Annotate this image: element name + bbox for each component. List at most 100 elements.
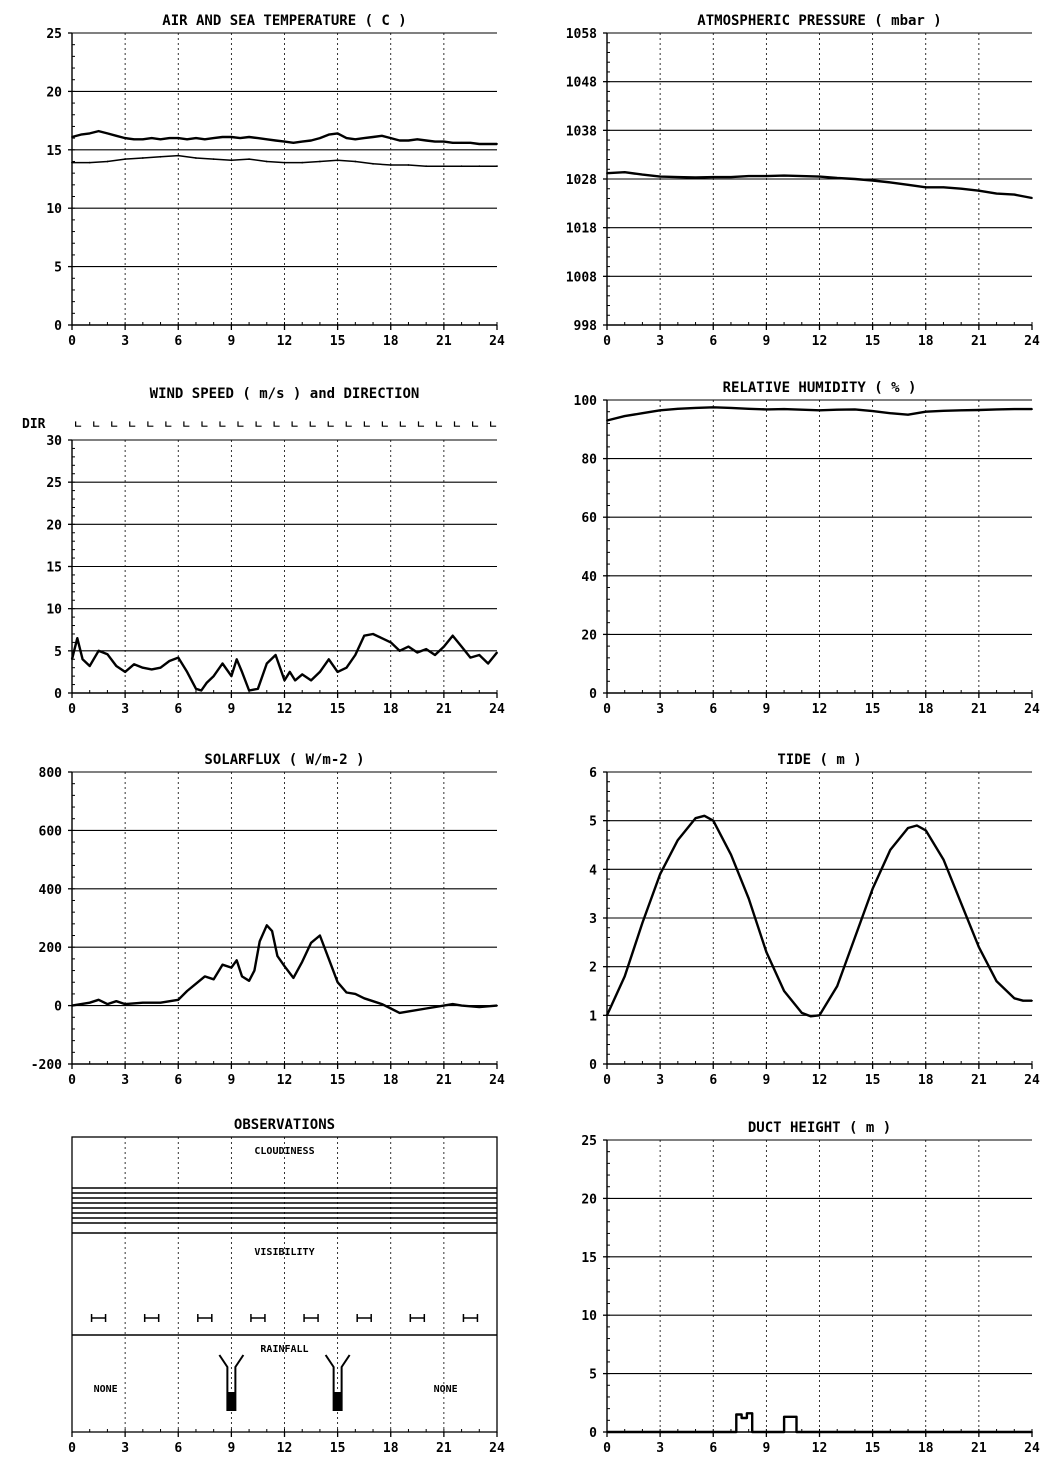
data-point — [924, 829, 927, 832]
x-tick-label: 9 — [762, 702, 770, 717]
x-tick-label: 21 — [971, 1073, 987, 1088]
data-point — [747, 897, 750, 900]
data-point — [301, 960, 304, 963]
y-tick-label: 10 — [46, 603, 62, 618]
y-tick-label: 15 — [46, 561, 62, 576]
data-point — [730, 176, 732, 178]
data-point — [783, 174, 785, 177]
y-tick-label: 10 — [46, 202, 62, 217]
chart-wind: WIND SPEED ( m/s ) and DIRECTION 0 3 6 9 12 15… — [22, 386, 505, 717]
x-tick-label: 6 — [709, 1441, 717, 1456]
visibility-mark — [250, 1314, 266, 1322]
data-point — [712, 176, 715, 178]
data-point — [186, 671, 189, 673]
data-point — [942, 858, 945, 861]
data-point — [274, 139, 277, 142]
wind-direction-symbol: ㄴ — [91, 420, 100, 431]
y-tick-label: 2 — [589, 961, 597, 976]
rainfall-none-left: NONE — [94, 1384, 118, 1395]
data-point — [283, 140, 286, 143]
x-tick-label: 12 — [812, 702, 828, 717]
data-point — [271, 930, 274, 933]
chart-air_sea: AIR AND SEA TEMPERATURE ( C ) 0 3 6 9 12 15 18 2… — [46, 13, 505, 349]
x-tick-label: 12 — [277, 1441, 293, 1456]
data-point — [301, 161, 304, 164]
data-point — [177, 154, 180, 157]
data-point — [478, 1006, 481, 1008]
y-tick-label: 1 — [589, 1009, 597, 1024]
data-point — [1013, 193, 1016, 196]
y-tick-label: 0 — [589, 1426, 597, 1441]
data-point — [694, 817, 697, 820]
data-point — [336, 981, 339, 984]
data-point — [159, 155, 162, 158]
x-tick-label: 21 — [436, 1073, 452, 1088]
x-tick-label: 12 — [812, 334, 828, 349]
data-point — [751, 1431, 754, 1433]
wind-direction-symbol: ㄴ — [128, 420, 137, 431]
y-tick-label: 800 — [39, 766, 63, 781]
data-point — [818, 175, 821, 178]
x-tick-label: 9 — [227, 334, 235, 349]
data-point — [1013, 408, 1016, 410]
wind-direction-symbol: ㄴ — [452, 420, 461, 431]
data-point — [745, 1412, 748, 1415]
data-point — [203, 975, 206, 978]
data-point — [292, 976, 295, 979]
data-point — [1031, 197, 1033, 199]
data-point — [460, 141, 463, 144]
data-point — [1031, 1431, 1033, 1433]
data-point — [623, 975, 626, 978]
data-point — [407, 645, 410, 648]
data-point — [451, 634, 454, 637]
y-tick-label: 4 — [589, 863, 597, 878]
data-point — [871, 887, 874, 890]
data-point — [915, 824, 918, 827]
x-tick-label: 6 — [709, 702, 717, 717]
data-point — [765, 175, 768, 177]
data-point — [288, 671, 291, 673]
data-point — [235, 658, 238, 661]
data-point — [380, 637, 383, 640]
data-point — [221, 963, 224, 966]
data-point — [606, 419, 608, 422]
data-point — [248, 158, 250, 161]
x-tick-label: 15 — [330, 702, 346, 717]
data-point — [186, 990, 189, 992]
data-point — [380, 134, 383, 137]
x-tick-label: 12 — [277, 1073, 293, 1088]
y-tick-label: 5 — [54, 261, 62, 276]
data-point — [496, 1004, 498, 1007]
x-tick-label: 12 — [277, 702, 293, 717]
data-point — [354, 160, 357, 163]
x-tick-label: 24 — [1024, 1441, 1040, 1456]
data-point — [659, 409, 662, 412]
x-tick-label: 15 — [330, 1073, 346, 1088]
x-tick-label: 0 — [68, 1441, 76, 1456]
wind-direction-symbol: ㄴ — [380, 420, 389, 431]
rain-fill — [227, 1392, 236, 1410]
data-point — [336, 159, 339, 162]
data-point — [294, 679, 297, 682]
x-tick-label: 0 — [68, 334, 76, 349]
y-tick-label: 1008 — [566, 270, 597, 285]
x-tick-label: 12 — [277, 334, 293, 349]
x-tick-label: 24 — [1024, 334, 1040, 349]
data-point — [795, 1431, 798, 1433]
data-point — [977, 189, 980, 192]
data-point — [88, 132, 91, 135]
data-point — [407, 164, 410, 166]
x-tick-label: 18 — [918, 1073, 934, 1088]
data-point — [372, 136, 374, 138]
x-tick-label: 6 — [709, 334, 717, 349]
data-point — [735, 1431, 738, 1433]
data-point — [292, 141, 295, 144]
chart-humidity: RELATIVE HUMIDITY ( % ) 0 3 6 9 12 15 18 21 24 0 20… — [574, 380, 1040, 717]
chart-solar: SOLARFLUX ( W/m-2 ) 0 3 6 9 12 15 18 21 24 -200 0 20… — [31, 752, 505, 1088]
chart-title: SOLARFLUX ( W/m-2 ) — [204, 752, 364, 768]
y-tick-label: -200 — [31, 1058, 62, 1073]
data-point — [818, 409, 821, 412]
wind-direction-symbol: ㄴ — [362, 420, 371, 431]
wind-direction-symbol: ㄴ — [109, 420, 118, 431]
